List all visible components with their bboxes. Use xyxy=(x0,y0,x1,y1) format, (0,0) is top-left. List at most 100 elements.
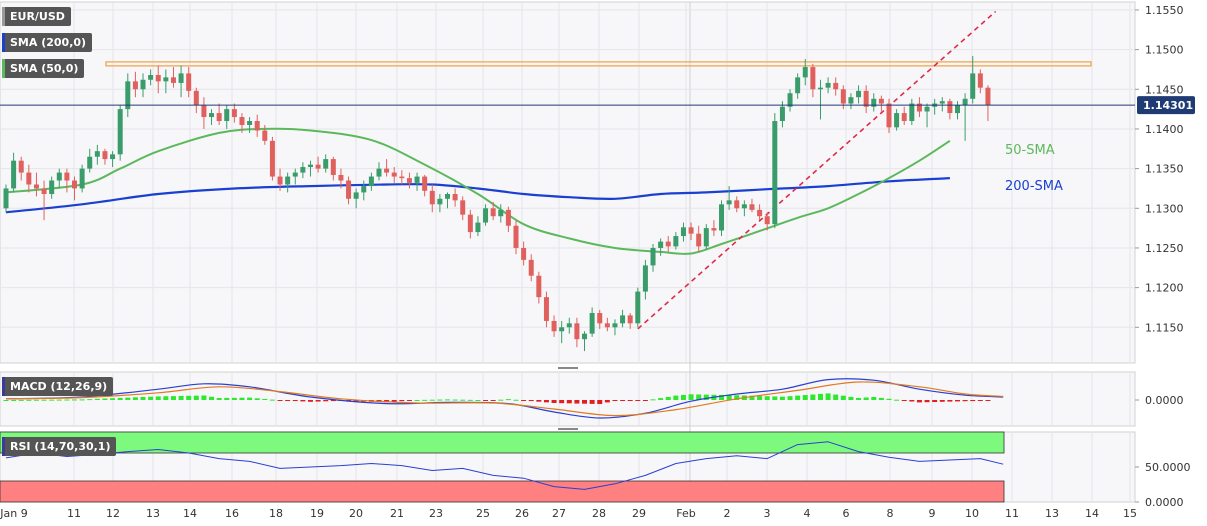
candle-body xyxy=(64,172,70,181)
x-tick-label: 10 xyxy=(965,507,979,520)
candle-body xyxy=(650,247,656,266)
macd-bar xyxy=(688,394,694,400)
sma200-annotation: 200-SMA xyxy=(1005,179,1063,194)
x-tick-label: 4 xyxy=(804,507,811,520)
macd-bar xyxy=(315,400,321,402)
macd-bar xyxy=(384,400,390,403)
candle-body xyxy=(384,168,390,173)
macd-bar xyxy=(620,400,626,401)
candle xyxy=(688,222,694,241)
candle-body xyxy=(79,168,85,189)
candle xyxy=(361,180,367,201)
candle-body xyxy=(269,140,275,177)
candle xyxy=(871,93,877,112)
candle xyxy=(262,124,268,145)
candle xyxy=(772,113,778,229)
candle xyxy=(924,103,930,128)
candle xyxy=(79,164,85,193)
candle xyxy=(703,224,709,250)
candle-body xyxy=(635,291,641,324)
macd-bar xyxy=(110,398,116,400)
y-tick-label: 1.1550 xyxy=(1145,4,1184,17)
macd-bar xyxy=(833,394,839,400)
macd-bar xyxy=(3,400,9,401)
legend-rsi-label: RSI (14,70,30,1) xyxy=(10,440,111,453)
macd-bar xyxy=(673,395,679,400)
candle-body xyxy=(178,73,184,83)
macd-bar xyxy=(422,399,428,401)
x-tick-label: 18 xyxy=(269,507,283,520)
candle-body xyxy=(368,176,374,187)
legend-sma50[interactable]: SMA (50,0) xyxy=(2,59,85,78)
candle xyxy=(901,106,907,125)
x-tick-label: 8 xyxy=(887,507,894,520)
candle-body xyxy=(406,178,412,183)
legend-rsi[interactable]: RSI (14,70,30,1) xyxy=(2,437,117,456)
candle xyxy=(863,85,869,114)
macd-bar xyxy=(399,400,405,402)
candle-body xyxy=(41,188,47,195)
candle-body xyxy=(513,225,519,248)
macd-bar xyxy=(757,395,763,400)
macd-bar xyxy=(64,399,70,401)
symbol-tag: EUR/USD xyxy=(2,7,71,26)
candle-body xyxy=(612,323,618,328)
candle-body xyxy=(817,87,823,90)
candle xyxy=(307,160,313,177)
candle-body xyxy=(216,113,222,122)
candle-body xyxy=(498,209,504,217)
macd-bar xyxy=(779,396,785,400)
candle xyxy=(947,98,953,120)
candle xyxy=(429,184,435,213)
candle xyxy=(384,159,390,177)
macd-bar xyxy=(475,400,481,401)
macd-bar xyxy=(582,400,588,404)
candle xyxy=(140,73,146,98)
y-tick-label: 1.1400 xyxy=(1145,123,1184,136)
candle-body xyxy=(148,74,154,80)
candle xyxy=(909,98,915,125)
candle xyxy=(254,114,260,137)
candle-body xyxy=(102,151,108,160)
candle xyxy=(11,152,17,193)
candle xyxy=(582,331,588,352)
macd-bar xyxy=(924,400,930,403)
macd-bar xyxy=(163,396,169,400)
candle xyxy=(330,156,336,181)
candle xyxy=(102,148,108,165)
x-tick-label: 21 xyxy=(390,507,404,520)
macd-bar xyxy=(970,400,976,402)
candle-body xyxy=(505,209,511,226)
macd-bar xyxy=(72,399,78,401)
macd-bar xyxy=(566,400,572,404)
macd-bar xyxy=(414,400,420,401)
macd-bar xyxy=(871,397,877,400)
candle xyxy=(315,156,321,173)
candle-body xyxy=(285,176,291,185)
candle-body xyxy=(970,73,976,99)
macd-bar xyxy=(604,400,610,403)
legend-macd[interactable]: MACD (12,26,9) xyxy=(2,377,114,396)
macd-bar xyxy=(209,396,215,400)
candle xyxy=(536,271,542,304)
candle xyxy=(726,186,732,210)
legend-sma200-label: SMA (200,0) xyxy=(10,36,87,49)
candle xyxy=(757,204,763,221)
candle-body xyxy=(475,222,481,233)
candle xyxy=(658,238,664,256)
candle xyxy=(749,198,755,213)
candle xyxy=(916,97,922,118)
macd-bar xyxy=(452,399,458,401)
x-tick-label: 13 xyxy=(1045,507,1059,520)
candle xyxy=(665,236,671,252)
legend-sma200[interactable]: SMA (200,0) xyxy=(2,33,93,52)
candle xyxy=(193,87,199,114)
candle xyxy=(209,109,215,125)
macd-bar xyxy=(939,400,945,402)
candle xyxy=(787,89,793,112)
macd-bar xyxy=(269,399,275,401)
candle-body xyxy=(483,208,489,223)
macd-bar xyxy=(330,400,336,402)
candle xyxy=(338,168,344,189)
candle-body xyxy=(18,160,24,173)
